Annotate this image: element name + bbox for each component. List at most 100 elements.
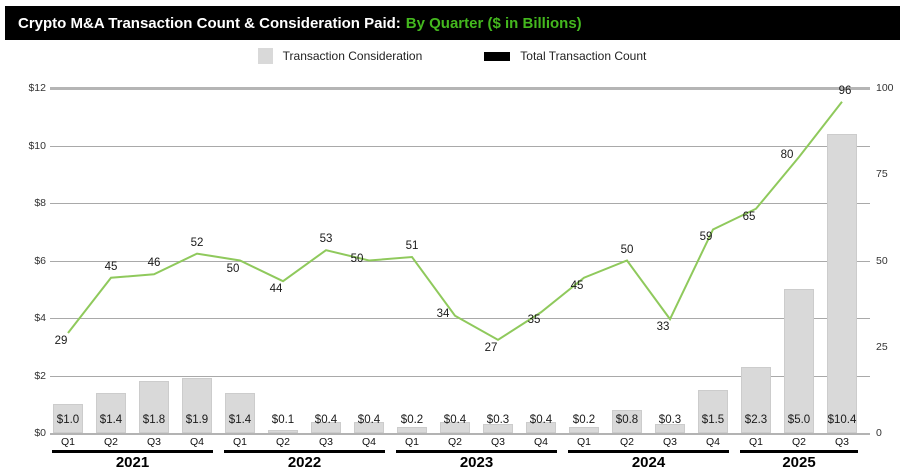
year-label: 2024: [631, 454, 666, 471]
year-label: 2025: [782, 454, 816, 471]
legend-label-count: Total Transaction Count: [520, 49, 647, 63]
quarter-label: Q4: [361, 436, 376, 448]
quarter-label: Q1: [404, 436, 419, 448]
count-point-label: 45: [570, 279, 584, 292]
count-point-label: 50: [350, 252, 364, 265]
quarter-label: Q4: [705, 436, 720, 448]
bar-value-label: $10.4: [827, 414, 857, 426]
bar: [698, 389, 728, 433]
year-underline: [568, 450, 729, 453]
bar: [397, 427, 427, 433]
title-bar: Crypto M&A Transaction Count & Considera…: [5, 6, 900, 40]
bar-value-label: $1.9: [185, 414, 209, 426]
quarter-label: Q1: [748, 436, 763, 448]
quarter-label: Q2: [791, 436, 806, 448]
count-point-label: 80: [780, 149, 794, 161]
y-axis-left-tick: $2: [34, 369, 46, 382]
y-axis-left-tick: $12: [28, 82, 46, 94]
count-point-label: 59: [699, 231, 713, 244]
gridline: [50, 203, 870, 204]
quarter-label: Q2: [447, 436, 462, 448]
legend: Transaction Consideration Total Transact…: [0, 46, 904, 66]
bar-value-label: $2.3: [744, 414, 768, 426]
count-point-label: 35: [527, 314, 541, 327]
quarter-label: Q3: [318, 436, 333, 448]
bar: [53, 404, 83, 433]
quarter-label: Q3: [146, 436, 161, 448]
gridline: [50, 433, 870, 435]
quarter-label: Q1: [576, 436, 591, 448]
bar-value-label: $1.4: [228, 414, 252, 426]
bar-value-label: $0.4: [357, 414, 381, 426]
gridline: [50, 145, 870, 147]
bar: [569, 427, 599, 433]
bar: [483, 424, 513, 433]
bar: [741, 366, 771, 433]
y-axis-left-tick: $10: [28, 139, 46, 152]
bar: [784, 289, 814, 433]
chart-title-highlight: By Quarter ($ in Billions): [405, 14, 582, 32]
legend-item-transaction-consideration: Transaction Consideration: [257, 48, 423, 64]
bar-value-label: $0.2: [572, 414, 596, 426]
bar: [225, 392, 255, 433]
quarter-label: Q2: [275, 436, 290, 448]
year-underline: [224, 450, 385, 453]
bar-value-label: $1.5: [701, 414, 725, 426]
count-point-label: 50: [620, 243, 634, 256]
bar-value-label: $0.1: [271, 414, 295, 426]
chart-title: Crypto M&A Transaction Count & Considera…: [18, 14, 401, 32]
year-label: 2022: [287, 454, 322, 471]
quarter-label: Q2: [103, 436, 118, 448]
y-axis-left-tick: $8: [34, 197, 46, 209]
y-axis-right-tick: 50: [876, 254, 888, 267]
y-axis-right-tick: 25: [876, 340, 888, 353]
legend-item-total-transaction-count: Total Transaction Count: [484, 49, 646, 63]
count-line: [67, 101, 843, 342]
bar-value-label: $0.4: [529, 414, 553, 426]
bar: [96, 392, 126, 433]
y-axis-left-tick: $4: [34, 312, 46, 324]
count-point-label: 53: [319, 233, 333, 246]
y-axis-left-tick: $6: [34, 254, 46, 267]
quarter-label: Q1: [232, 436, 247, 448]
count-point-label: 46: [147, 257, 161, 270]
year-label: 2023: [459, 454, 494, 471]
bar-value-label: $1.4: [99, 414, 123, 426]
bar-value-label: $0.2: [400, 414, 424, 426]
quarter-label: Q2: [619, 436, 634, 448]
bar-value-label: $0.3: [486, 414, 510, 426]
bar: [612, 410, 642, 433]
bar: [311, 421, 341, 433]
quarter-label: Q3: [490, 436, 505, 448]
bar-value-label: $1.8: [142, 414, 166, 426]
quarter-label: Q3: [662, 436, 677, 448]
count-point-label: 29: [54, 334, 68, 347]
bar-value-label: $1.0: [56, 414, 80, 426]
count-point-label: 65: [742, 210, 756, 223]
bar: [526, 421, 556, 433]
bar-value-label: $0.4: [314, 414, 338, 426]
count-point-label: 33: [656, 321, 670, 334]
bar-value-label: $0.4: [443, 414, 467, 426]
y-axis-right-tick: 75: [876, 168, 888, 181]
bar: [827, 134, 857, 433]
bar-swatch-icon: [257, 48, 273, 64]
bar-value-label: $5.0: [787, 414, 811, 426]
count-point-label: 34: [436, 307, 450, 320]
bar-value-label: $0.3: [658, 414, 682, 426]
bar-value-label: $0.8: [615, 414, 639, 426]
y-axis-left-tick: $0: [34, 427, 46, 439]
quarter-label: Q4: [189, 436, 204, 448]
count-point-label: 50: [226, 262, 240, 275]
bar: [655, 424, 685, 433]
line-swatch-icon: [484, 51, 511, 61]
y-axis-right-tick: 100: [876, 82, 894, 94]
count-point-label: 27: [484, 341, 498, 354]
bar: [139, 381, 169, 433]
count-point-label: 96: [838, 84, 852, 97]
legend-label-consideration: Transaction Consideration: [282, 49, 423, 63]
quarter-label: Q4: [533, 436, 548, 448]
year-underline: [740, 450, 858, 453]
quarter-label: Q1: [60, 436, 75, 448]
